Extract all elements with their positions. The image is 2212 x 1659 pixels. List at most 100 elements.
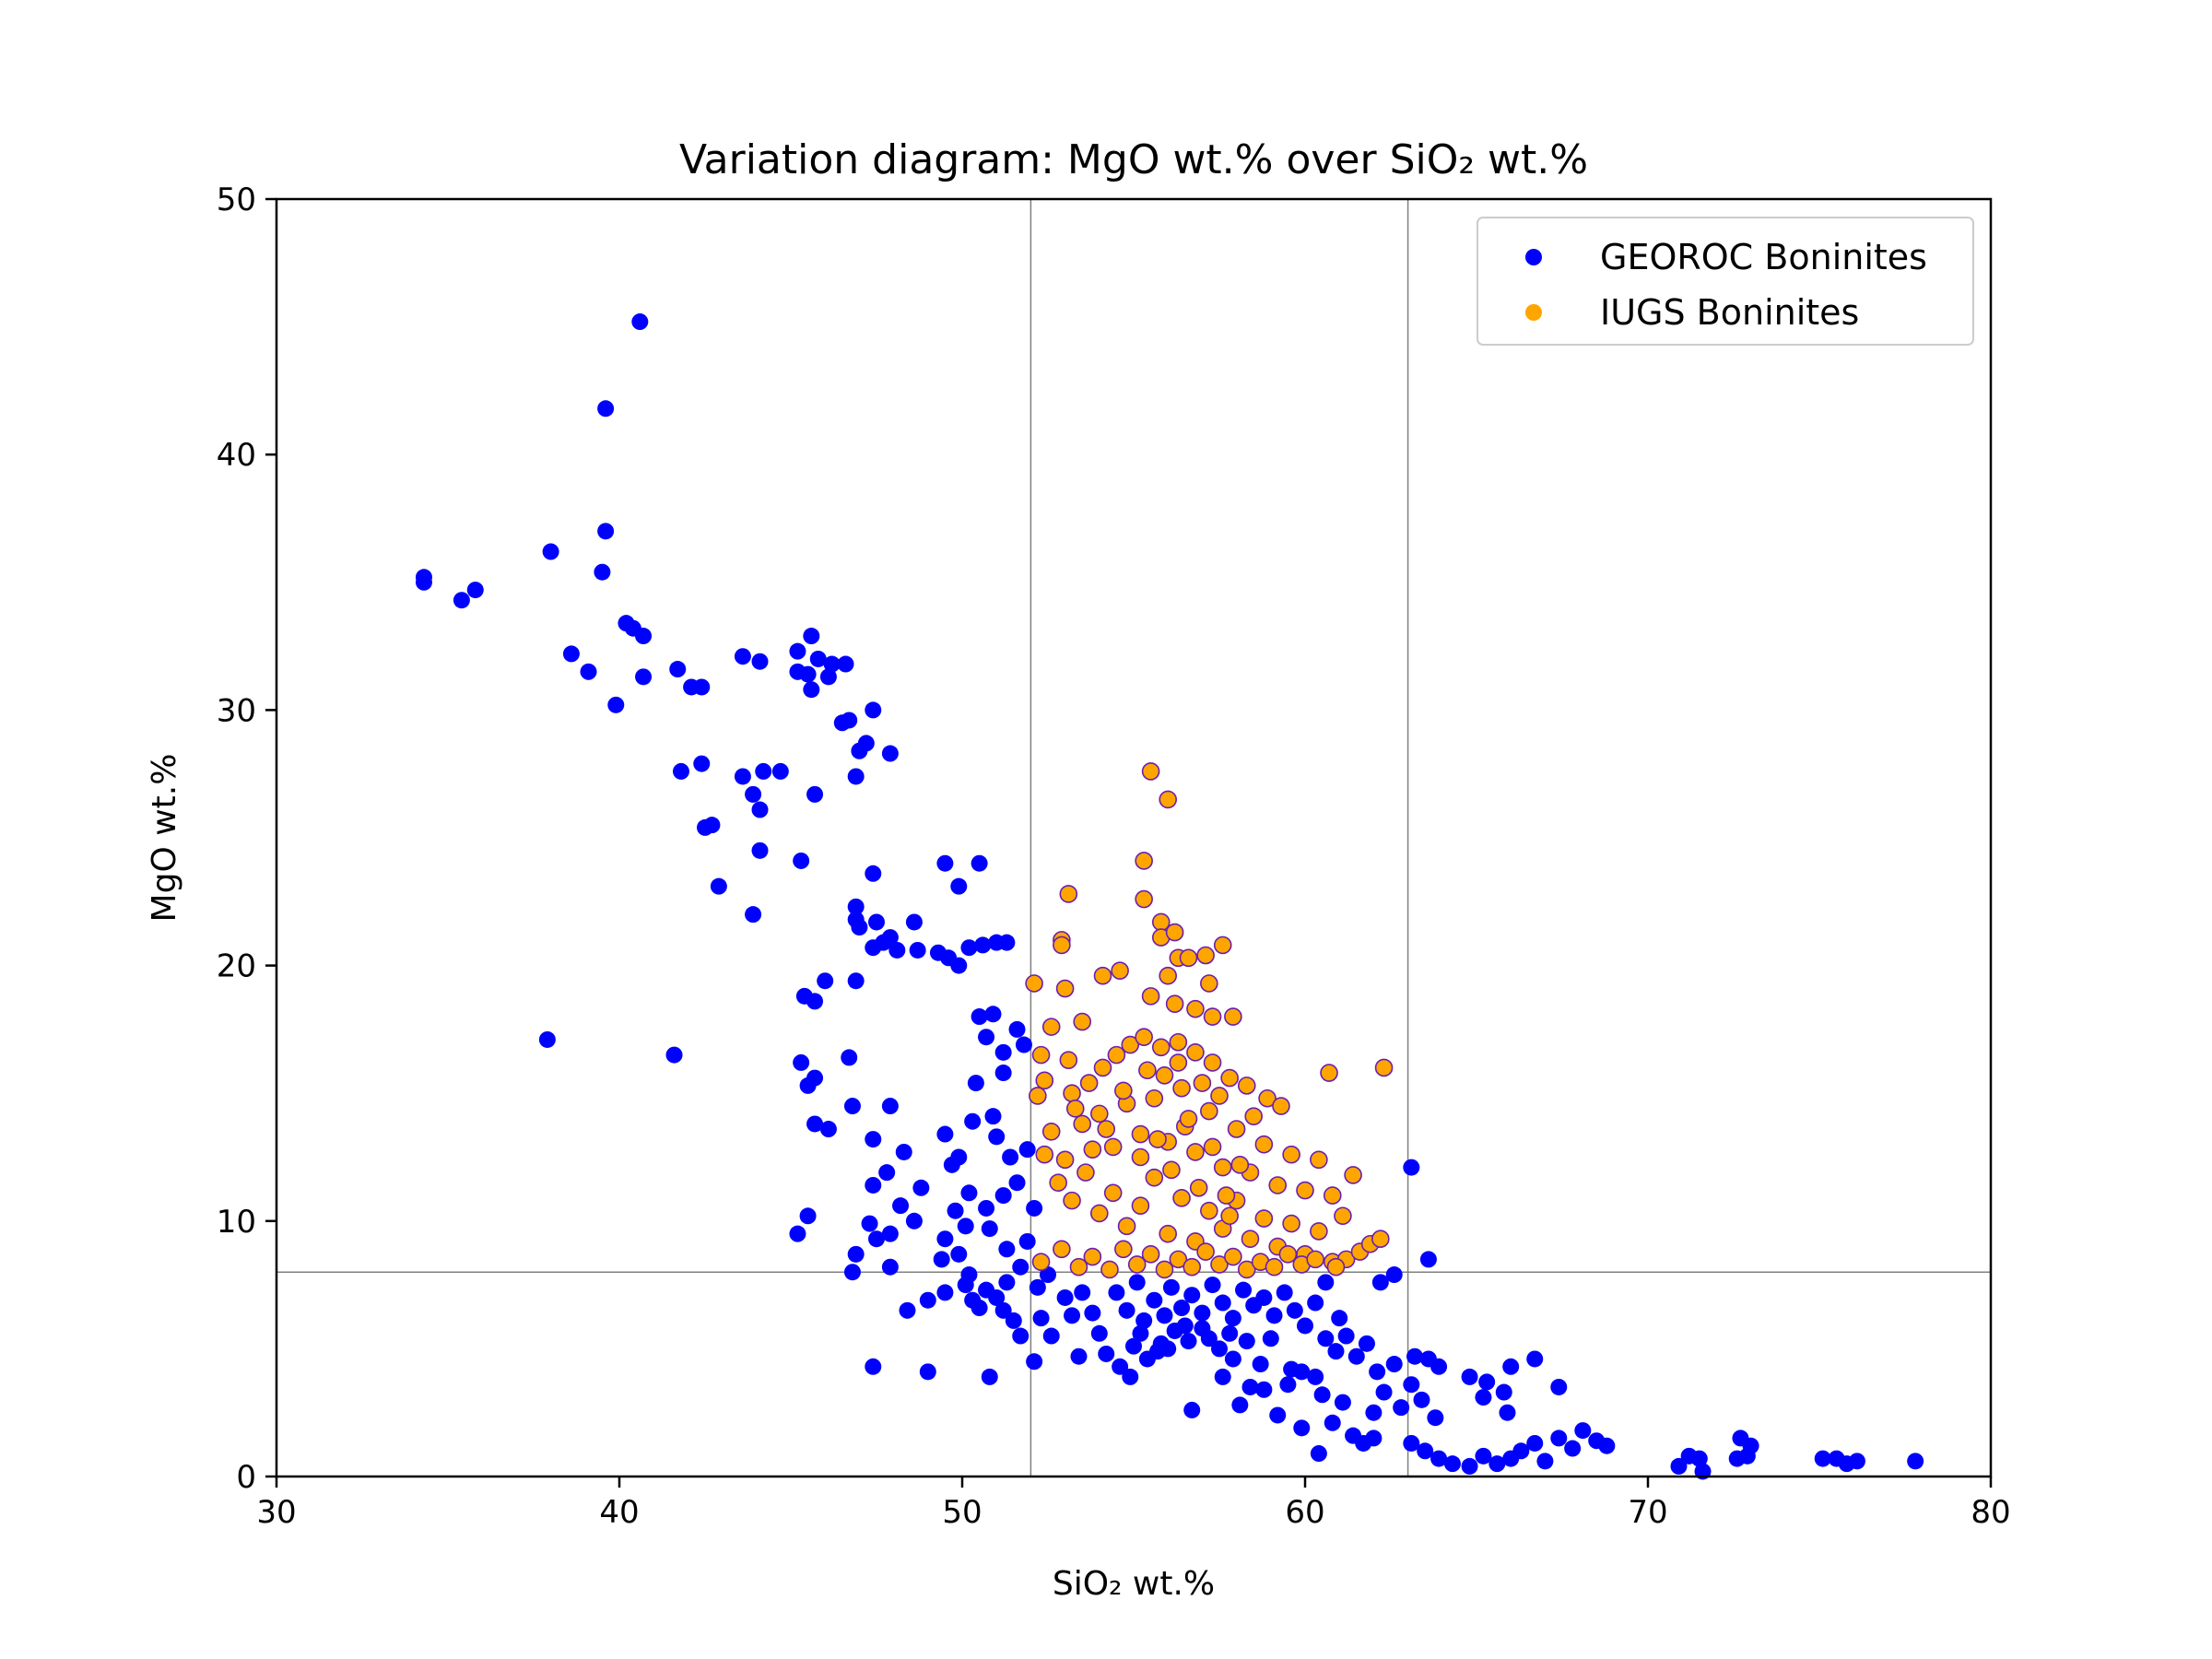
data-point [957,1218,974,1235]
data-point [1008,1174,1026,1192]
data-point [1254,1135,1274,1154]
data-point [881,1098,899,1115]
data-point [1385,1266,1403,1284]
data-point [751,841,769,859]
data-point [1035,1145,1054,1164]
data-point [1224,1310,1241,1327]
data-point [919,1291,936,1309]
data-point [1598,1437,1616,1454]
data-point [1204,1277,1221,1294]
data-point [1065,1100,1085,1118]
data-point [1093,1058,1112,1077]
y-tick-label: 0 [236,1459,256,1496]
data-point [1131,1196,1150,1215]
data-point [580,663,597,680]
data-point [1135,1312,1153,1329]
data-point [1156,1307,1173,1324]
data-point [1169,1250,1188,1269]
data-point [1002,1148,1019,1166]
data-point [865,1176,882,1194]
data-point [1103,1137,1123,1157]
data-point [672,762,689,780]
data-point [933,1251,950,1268]
data-point [817,972,834,990]
data-point [1907,1453,1924,1470]
data-point [1112,1358,1129,1375]
data-point [947,1202,964,1219]
data-point [865,701,882,719]
data-point [1237,1260,1256,1279]
data-point [881,1258,899,1276]
data-point [984,1108,1002,1125]
data-point [998,1241,1016,1258]
data-point [806,1069,824,1087]
data-point [981,1368,998,1385]
data-point [1189,1178,1208,1197]
data-point [1848,1453,1865,1470]
data-point [936,1230,954,1248]
plot-frame [275,197,1993,1478]
data-point [1427,1409,1444,1427]
data-point [1031,1045,1051,1065]
data-point [1162,1278,1180,1296]
data-point [1146,1291,1163,1309]
data-point [1268,1176,1288,1194]
data-point [1056,1288,1074,1306]
x-tick-label: 60 [1285,1494,1324,1531]
data-point [1172,1189,1191,1207]
data-point [1186,1143,1205,1161]
data-point [1310,1445,1327,1463]
data-point [1059,1051,1078,1069]
data-point [1141,762,1160,781]
data-point [960,939,978,957]
data-point [1265,1307,1283,1324]
data-point [789,642,806,660]
data-point [1186,999,1205,1018]
data-point [1296,1181,1314,1200]
data-point [1272,1097,1290,1115]
data-point [1173,1300,1191,1317]
data-point [994,1065,1012,1082]
data-point [1183,1401,1201,1418]
data-point [847,1245,865,1263]
data-point [1475,1447,1492,1465]
data-point [1059,885,1078,903]
data-point [1084,1304,1101,1322]
data-point [538,1030,556,1048]
data-point [1403,1159,1420,1176]
data-point [1118,1301,1135,1319]
data-point [1276,1284,1293,1301]
data-point [881,1225,899,1242]
data-point [1090,1104,1109,1124]
data-point [1278,1245,1298,1264]
data-point [1073,1012,1091,1031]
data-point [1203,1007,1222,1026]
data-point [1238,1333,1255,1350]
data-point [771,762,789,780]
data-point [1155,1260,1174,1279]
data-point [1135,1028,1153,1047]
data-point [1200,974,1218,993]
data-point [1073,1114,1091,1134]
data-point [1069,1257,1088,1277]
data-point [899,1301,916,1319]
data-point [1365,1404,1382,1421]
data-point [1125,1337,1142,1355]
data-point [1512,1442,1530,1460]
data-point [1135,889,1153,909]
data-point [1327,1343,1345,1360]
data-point [861,1215,878,1232]
data-point [1375,1383,1393,1401]
data-point [597,400,615,418]
data-point [1093,966,1112,985]
data-point [1111,961,1129,980]
data-point [1141,1245,1160,1264]
data-point [1203,1053,1222,1072]
data-point [1183,1287,1201,1304]
data-point [847,898,865,915]
data-point [978,1199,995,1217]
data-point [1331,1310,1348,1327]
data-point [1077,1163,1095,1182]
data-point [1049,1173,1067,1193]
data-point [823,655,841,673]
